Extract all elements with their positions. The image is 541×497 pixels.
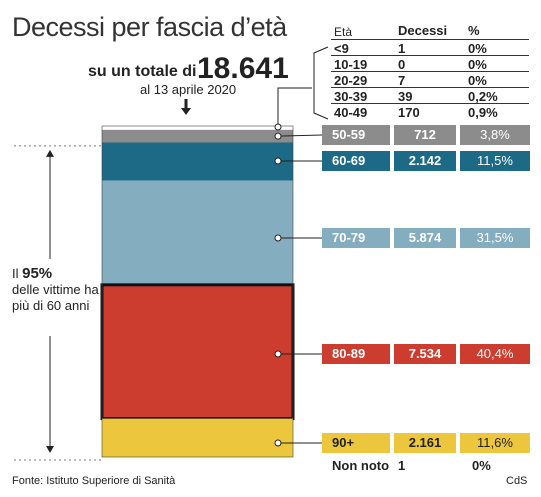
segment-label-age: 90+ [322, 433, 390, 453]
bar-segment-80-89 [100, 283, 295, 421]
connector-dot [274, 439, 282, 447]
unknown-age-label: Non noto [332, 458, 390, 473]
table-cell-age: 10-19 [334, 57, 368, 72]
table-cell-deaths: 39 [398, 89, 413, 104]
table-divider [331, 103, 529, 104]
total-date: al 13 aprile 2020 [140, 82, 237, 97]
bar-outline [101, 125, 294, 458]
unknown-age-pct: 0% [472, 458, 491, 473]
table-divider [331, 39, 529, 40]
segment-label-pct: 11,6% [460, 433, 530, 453]
side-note: Il 95% delle vittime ha più di 60 anni [12, 266, 102, 314]
table-cell-pct: 0% [468, 73, 487, 88]
table-cell-deaths: 7 [398, 73, 406, 88]
segment-label-pct: 31,5% [460, 228, 530, 248]
segment-label-age: 60-69 [322, 151, 390, 171]
span-arrow-head-up [46, 149, 54, 157]
table-divider [331, 87, 529, 88]
connector-dot [274, 132, 282, 140]
connector-dot [274, 157, 282, 165]
chart-title: Decessi per fascia d’età [12, 12, 287, 42]
down-arrow-icon [181, 99, 191, 115]
side-note-lead: Il [12, 266, 19, 281]
segment-label-deaths: 7.534 [394, 344, 456, 364]
table-cell-deaths: 170 [398, 105, 420, 120]
table-cell-pct: 0,9% [468, 105, 498, 120]
segment-label-age: 80-89 [322, 344, 390, 364]
segment-label-deaths: 712 [394, 125, 456, 145]
table-header-age: Età [334, 25, 353, 39]
segment-label-deaths: 2.161 [394, 433, 456, 453]
side-note-pct: 95% [22, 265, 53, 282]
table-cell-age: 40-49 [334, 105, 368, 120]
connector-line [277, 134, 323, 137]
total-lead: su un totale di [88, 63, 197, 80]
segment-label-pct: 3,8% [460, 125, 530, 145]
table-cell-pct: 0,2% [468, 89, 498, 104]
side-note-text: delle vittime ha più di 60 anni [12, 282, 99, 313]
table-cell-age: 20-29 [334, 73, 368, 88]
credit: CdS [506, 475, 528, 487]
segment-label-age: 70-79 [322, 228, 390, 248]
table-divider [331, 55, 529, 56]
total-value: 18.641 [197, 52, 289, 85]
span-arrow-head-down [46, 446, 54, 453]
table-cell-pct: 0% [468, 57, 487, 72]
table-bracket [313, 46, 329, 120]
bar-segment-70-79 [102, 180, 293, 285]
bar-segment-50-59 [102, 129, 293, 143]
bar-segment-60-69 [102, 142, 293, 181]
table-cell-age: <9 [334, 41, 349, 56]
segment-label-age: 50-59 [322, 125, 390, 145]
table-cell-deaths: 1 [398, 41, 406, 56]
connector-dot [274, 123, 282, 131]
segment-label-deaths: 2.142 [394, 151, 456, 171]
table-cell-deaths: 0 [398, 57, 406, 72]
table-cell-pct: 0% [468, 41, 487, 56]
bar-segment-90+ [102, 418, 293, 457]
segment-label-pct: 40,4% [460, 344, 530, 364]
segment-label-pct: 11,5% [460, 151, 530, 171]
connector-dot [274, 234, 282, 242]
table-cell-age: 30-39 [334, 89, 368, 104]
segment-label-deaths: 5.874 [394, 228, 456, 248]
table-divider [331, 71, 529, 72]
source-note: Fonte: Istituto Superiore di Sanità [12, 475, 176, 487]
unknown-age-deaths: 1 [398, 458, 406, 473]
connector-dot [274, 350, 282, 358]
table-connector [277, 87, 312, 127]
table-header-pct: % [468, 23, 480, 38]
table-header-deaths: Decessi [398, 23, 448, 38]
bar-segment-under-50 [102, 126, 293, 130]
